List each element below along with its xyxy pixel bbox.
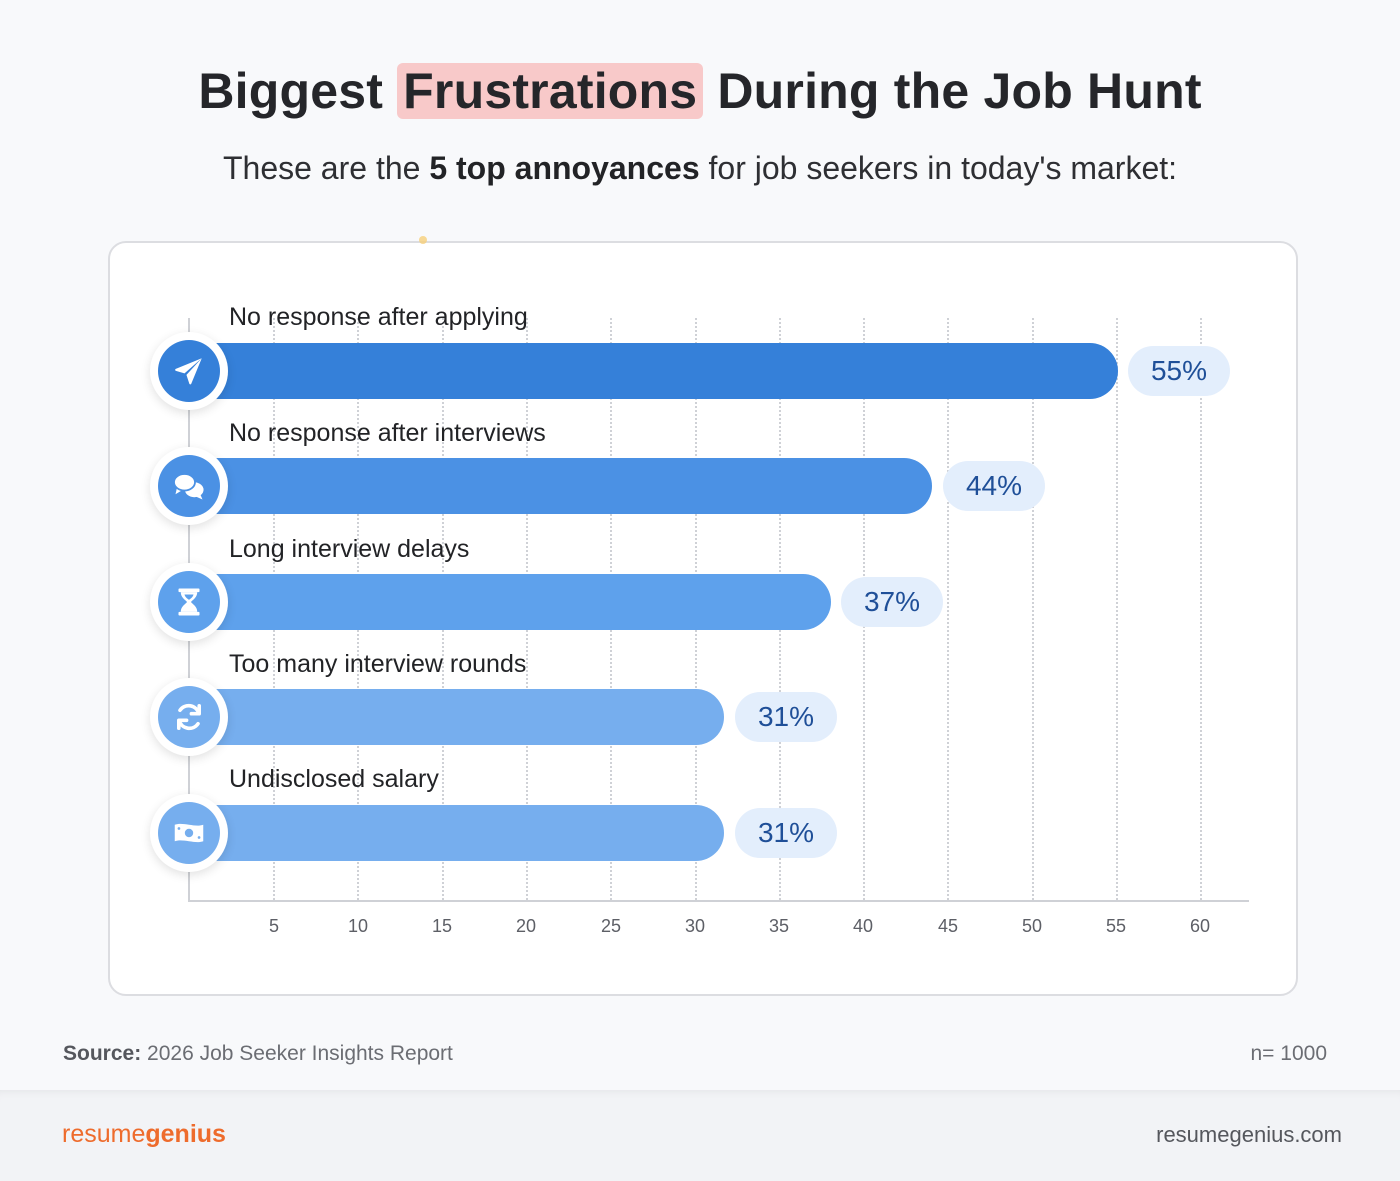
gridline-60 — [1200, 318, 1202, 900]
x-tick: 15 — [431, 916, 453, 936]
x-axis-line — [188, 900, 1249, 902]
source-note: Source: 2026 Job Seeker Insights Report — [63, 1042, 453, 1066]
bar-too-many-interview-rounds — [189, 689, 724, 745]
bar-label: Undisclosed salary — [229, 765, 439, 793]
x-tick: 40 — [852, 916, 874, 936]
bar-label: No response after interviews — [229, 419, 546, 447]
value-pill: 31% — [735, 808, 837, 858]
row-icon-badge — [150, 678, 228, 756]
title-text-end: During the Job Hunt — [717, 63, 1202, 119]
gridline-55 — [1116, 318, 1118, 900]
bar-undisclosed-salary — [189, 805, 724, 861]
subtitle-text-end: for job seekers in today's market: — [708, 150, 1178, 186]
value-pill: 31% — [735, 692, 837, 742]
chart-subtitle: These are the 5 top annoyances for job s… — [0, 150, 1400, 187]
paper-plane-icon — [158, 340, 220, 402]
gridline-45 — [947, 318, 949, 900]
chart-title: Biggest Frustrations During the Job Hunt — [0, 62, 1400, 120]
brand-logo-light: resume — [62, 1120, 146, 1148]
bar-label: Too many interview rounds — [229, 650, 527, 678]
x-tick: 5 — [268, 916, 279, 936]
x-tick: 50 — [1021, 916, 1043, 936]
x-tick: 45 — [937, 916, 959, 936]
x-tick: 55 — [1105, 916, 1127, 936]
hourglass-icon — [158, 571, 220, 633]
bar-label: Long interview delays — [229, 535, 470, 563]
bar-label: No response after applying — [229, 303, 528, 331]
row-icon-badge — [150, 563, 228, 641]
value-pill: 44% — [943, 461, 1045, 511]
refresh-icon — [158, 686, 220, 748]
x-tick: 25 — [600, 916, 622, 936]
bar-no-response-after-interviews — [189, 458, 932, 514]
bar-long-interview-delays — [189, 574, 831, 630]
value-pill: 37% — [841, 577, 943, 627]
sample-size: n= 1000 — [1250, 1042, 1328, 1065]
decorative-dot — [419, 236, 427, 244]
row-icon-badge — [150, 447, 228, 525]
brand-logo-bold: genius — [145, 1120, 226, 1148]
subtitle-emphasis: 5 top annoyances — [429, 150, 700, 186]
title-text-start: Biggest — [198, 63, 384, 119]
gridline-50 — [1032, 318, 1034, 900]
chat-bubbles-icon — [158, 455, 220, 517]
bar-chart: 5 10 15 20 25 30 35 40 45 50 55 60 No re… — [150, 303, 1249, 936]
footer-bar — [0, 1090, 1400, 1181]
x-tick: 20 — [515, 916, 537, 936]
subtitle-text-start: These are the — [222, 150, 421, 186]
x-tick: 35 — [768, 916, 790, 936]
website-link[interactable]: resumegenius.com — [1156, 1122, 1342, 1147]
x-tick: 10 — [347, 916, 369, 936]
row-icon-badge — [150, 332, 228, 410]
x-tick: 30 — [684, 916, 706, 936]
value-pill: 55% — [1128, 346, 1230, 396]
source-text: 2026 Job Seeker Insights Report — [147, 1042, 453, 1065]
bar-no-response-after-applying — [189, 343, 1118, 399]
x-tick: 60 — [1189, 916, 1211, 936]
title-highlight: Frustrations — [397, 63, 704, 119]
row-icon-badge — [150, 794, 228, 872]
brand-logo: resumegenius — [62, 1120, 226, 1149]
source-label: Source: — [63, 1042, 142, 1065]
money-bill-icon — [158, 802, 220, 864]
